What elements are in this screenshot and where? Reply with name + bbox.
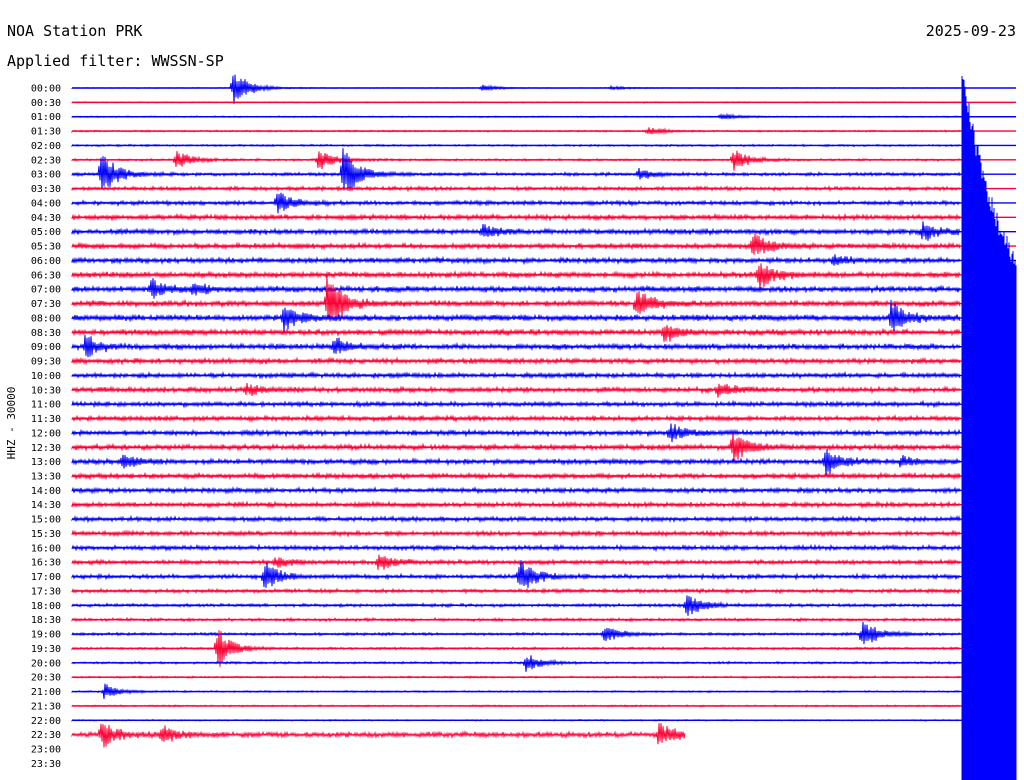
time-label: 13:30 [31, 471, 61, 482]
time-label: 07:30 [31, 299, 61, 310]
time-label: 10:00 [31, 371, 61, 382]
time-label: 15:00 [31, 515, 61, 526]
trace-row [71, 560, 961, 588]
trace-row [71, 621, 961, 645]
time-label: 22:30 [31, 730, 61, 741]
time-label: 04:30 [31, 213, 61, 224]
trace-row [71, 233, 961, 255]
time-label: 19:30 [31, 644, 61, 655]
time-label: 03:00 [31, 170, 61, 181]
time-label: 20:30 [31, 673, 61, 684]
time-label: 21:30 [31, 701, 61, 712]
time-label: 23:30 [31, 759, 61, 770]
time-label: 09:00 [31, 342, 61, 353]
trace-row [71, 299, 961, 333]
time-label: 08:30 [31, 328, 61, 339]
trace-row [71, 655, 961, 672]
time-label: 01:00 [31, 112, 61, 123]
trace-row [71, 449, 961, 477]
time-label: 11:30 [31, 414, 61, 425]
time-label: 15:30 [31, 529, 61, 540]
time-label: 05:00 [31, 227, 61, 238]
time-label: 19:00 [31, 630, 61, 641]
trace-row [71, 274, 961, 322]
time-label: 20:00 [31, 658, 61, 669]
time-label: 03:30 [31, 184, 61, 195]
time-label: 09:30 [31, 357, 61, 368]
time-label: 00:30 [31, 98, 61, 109]
time-label: 07:00 [31, 285, 61, 296]
time-label: 12:00 [31, 428, 61, 439]
time-label: 18:30 [31, 615, 61, 626]
time-label: 12:30 [31, 443, 61, 454]
time-label: 02:00 [31, 141, 61, 152]
time-label: 10:30 [31, 385, 61, 396]
time-label: 04:00 [31, 198, 61, 209]
filter-label: Applied filter: WWSSN-SP [7, 52, 224, 70]
time-label: 23:00 [31, 745, 61, 756]
time-label: 21:00 [31, 687, 61, 698]
time-label: 05:30 [31, 242, 61, 253]
trace-row [71, 74, 961, 105]
time-label: 02:30 [31, 155, 61, 166]
time-label: 16:30 [31, 558, 61, 569]
time-label: 01:30 [31, 127, 61, 138]
time-label: 18:00 [31, 601, 61, 612]
time-label: 06:30 [31, 270, 61, 281]
time-label: 13:00 [31, 457, 61, 468]
time-label: 11:00 [31, 400, 61, 411]
time-label: 17:00 [31, 572, 61, 583]
time-label: 00:00 [31, 84, 61, 95]
time-label: 17:30 [31, 586, 61, 597]
time-label: 06:00 [31, 256, 61, 267]
date-label: 2025-09-23 [926, 22, 1016, 40]
trace-lines [71, 74, 1016, 748]
trace-row [71, 150, 961, 171]
trace-row [71, 278, 961, 299]
large-event-trace [961, 76, 1017, 780]
trace-row [71, 148, 961, 191]
time-label: 16:00 [31, 543, 61, 554]
time-label: 08:00 [31, 313, 61, 324]
time-label: 14:30 [31, 500, 61, 511]
trace-row [71, 325, 961, 342]
time-labels: 00:00 00:30 01:00 01:30 02:00 02:30 03:00 03:30… [31, 84, 61, 770]
time-label: 14:00 [31, 486, 61, 497]
time-label: 22:00 [31, 716, 61, 727]
trace-row [71, 723, 686, 748]
y-axis-label: HHZ - 30000 [5, 387, 18, 460]
station-title: NOA Station PRK [7, 22, 142, 40]
